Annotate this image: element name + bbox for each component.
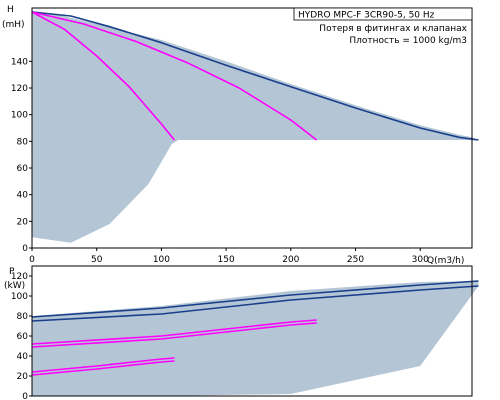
- head-x-ticks: 0 50 100 150 200 250 300: [29, 248, 429, 265]
- head-band-fill: [32, 10, 479, 243]
- head-y-axis-label: H: [7, 5, 14, 15]
- power-y-axis-unit: (kW): [4, 281, 25, 291]
- legend-line-fittings: Потеря в фитингах и клапанах: [319, 24, 467, 34]
- head-operating-area: [32, 10, 479, 243]
- y-tick-label: 40: [17, 191, 29, 201]
- head-x-axis-label: Q(m3/h): [427, 256, 464, 266]
- power-curve-4: [31, 322, 317, 348]
- power-curve-2: [31, 285, 479, 322]
- power-curve-6: [31, 360, 175, 376]
- power-y-axis-label: P: [9, 267, 15, 277]
- x-tick-label: 200: [282, 255, 299, 265]
- chart-legend: HYDRO MPC-F 3CR90-5, 50 Hz Потеря в фити…: [293, 7, 473, 46]
- power-chart-panel: 0 20 40 60 80 100 120 P (kW): [4, 265, 479, 400]
- x-tick-label: 50: [91, 255, 103, 265]
- y-tick-label: 80: [17, 312, 29, 322]
- y-tick-label: 60: [17, 332, 29, 342]
- power-y-ticks: 0 20 40 60 80 100 120: [11, 272, 32, 400]
- power-plot-frame: [31, 265, 473, 397]
- y-tick-label: 40: [17, 352, 29, 362]
- head-curve-2: [31, 11, 318, 141]
- power-curve-5: [31, 357, 175, 373]
- y-tick-label: 0: [22, 392, 28, 400]
- legend-line-density: Плотность = 1000 kg/m3: [349, 36, 467, 46]
- power-curve-3: [31, 319, 317, 345]
- head-y-axis-unit: (mH): [2, 20, 25, 30]
- y-tick-label: 80: [17, 137, 29, 147]
- y-tick-label: 0: [22, 244, 28, 254]
- x-tick-label: 0: [29, 255, 35, 265]
- head-curve-3: [31, 11, 176, 141]
- y-tick-label: 20: [17, 217, 29, 227]
- head-y-ticks: 0 20 40 60 80 100 120 140: [11, 57, 32, 254]
- y-tick-label: 100: [11, 292, 28, 302]
- y-tick-label: 120: [11, 84, 28, 94]
- x-tick-label: 150: [218, 255, 235, 265]
- y-tick-label: 20: [17, 372, 29, 382]
- x-tick-label: 300: [412, 255, 429, 265]
- x-tick-label: 100: [153, 255, 170, 265]
- y-tick-label: 140: [11, 57, 28, 67]
- x-tick-label: 250: [347, 255, 364, 265]
- legend-title: HYDRO MPC-F 3CR90-5, 50 Hz: [298, 11, 435, 21]
- power-curves: [31, 280, 479, 376]
- legend-title-box: [293, 7, 473, 21]
- y-tick-label: 60: [17, 164, 29, 174]
- head-plot-frame: [31, 7, 473, 249]
- head-curve-1: [31, 11, 479, 141]
- y-tick-label: 120: [11, 272, 28, 282]
- y-tick-label: 100: [11, 111, 28, 121]
- head-curves: [31, 11, 479, 141]
- power-curve-1: [31, 280, 479, 318]
